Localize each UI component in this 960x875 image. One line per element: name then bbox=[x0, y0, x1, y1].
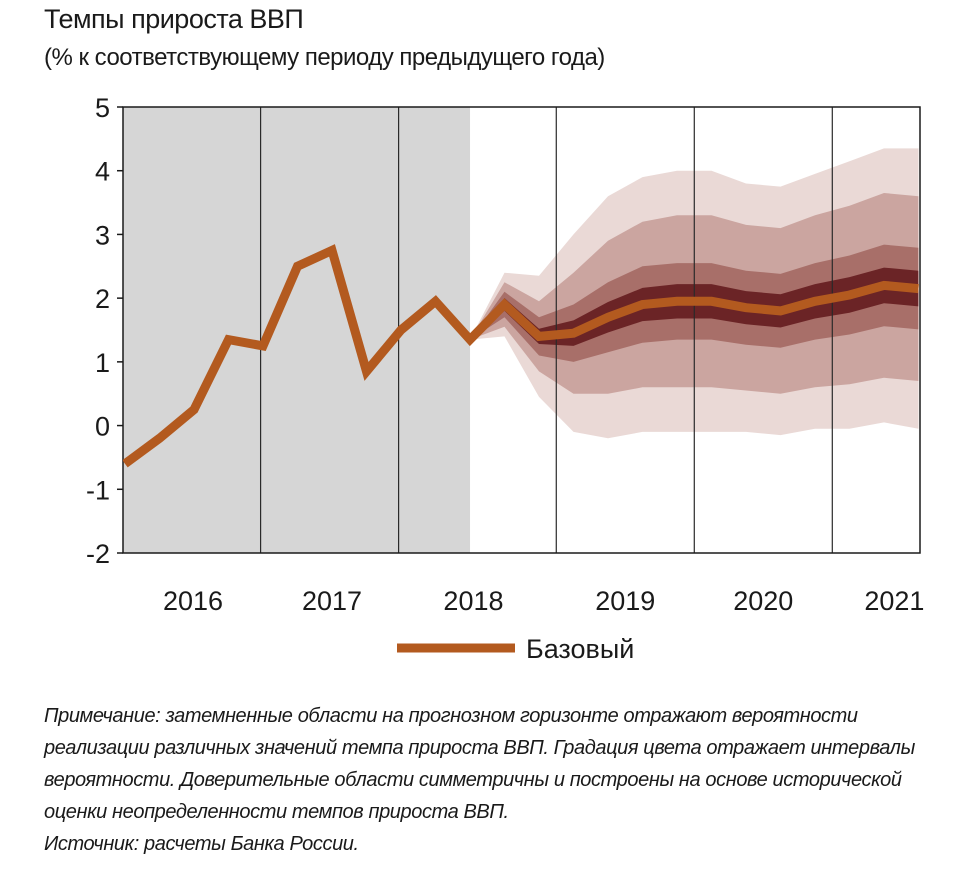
chart-note: Примечание: затемненные области на прогн… bbox=[44, 700, 944, 860]
chart-subtitle: (% к соответствующему периоду предыдущег… bbox=[44, 44, 605, 71]
y-tick-label: -1 bbox=[86, 475, 110, 505]
gdp-fan-chart: -2 -1 0 1 2 3 4 5 2016 2017 2018 2019 2020 2021 Базовы… bbox=[86, 93, 924, 664]
note-text: Примечание: затемненные области на прогн… bbox=[44, 705, 915, 823]
x-year-label: 2020 bbox=[733, 586, 793, 616]
x-year-label: 2016 bbox=[163, 586, 223, 616]
y-tick-label: -2 bbox=[86, 539, 110, 569]
legend-label-base: Базовый bbox=[526, 634, 634, 664]
chart-title: Темпы прироста ВВП bbox=[44, 4, 304, 34]
note-source: Источник: расчеты Банка России. bbox=[44, 833, 359, 855]
historical-shading bbox=[123, 107, 471, 553]
x-year-label: 2021 bbox=[864, 586, 924, 616]
x-year-label: 2018 bbox=[443, 586, 503, 616]
y-tick-label: 2 bbox=[95, 284, 110, 314]
series-line-base bbox=[123, 244, 919, 468]
y-tick-label: 5 bbox=[95, 93, 110, 123]
y-tick-label: 4 bbox=[95, 157, 110, 187]
y-tick-label: 3 bbox=[95, 220, 110, 250]
x-year-label: 2017 bbox=[302, 586, 362, 616]
plot-frame bbox=[122, 106, 921, 554]
x-year-label: 2019 bbox=[595, 586, 655, 616]
y-tick-label: 1 bbox=[95, 348, 110, 378]
y-tick-label: 0 bbox=[95, 412, 110, 442]
